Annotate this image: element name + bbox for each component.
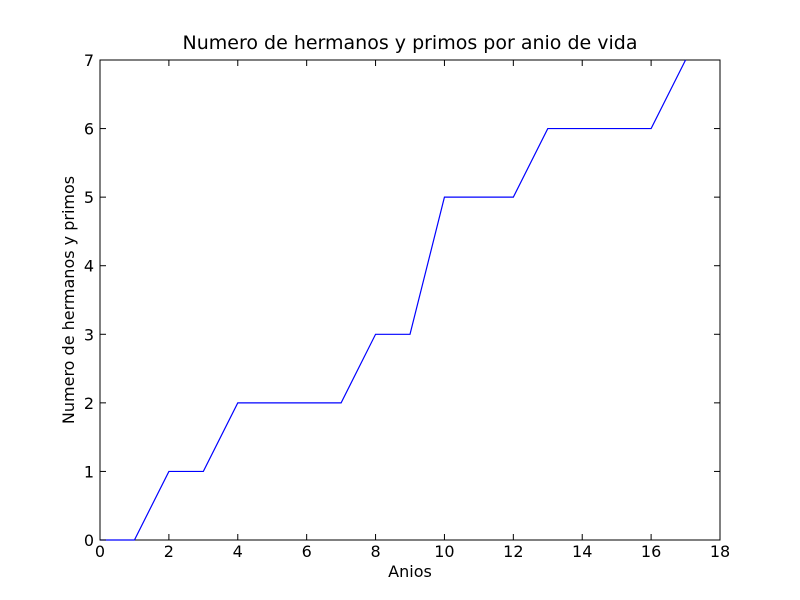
- x-tick-label: 8: [370, 542, 380, 561]
- y-tick-label: 4: [84, 257, 94, 276]
- x-tick-label: 10: [434, 542, 454, 561]
- x-tick-label: 4: [233, 542, 243, 561]
- x-tick-label: 12: [503, 542, 523, 561]
- y-tick-label: 1: [84, 462, 94, 481]
- y-tick-label: 2: [84, 394, 94, 413]
- x-tick-label: 2: [164, 542, 174, 561]
- series-line-0: [100, 59, 687, 541]
- series-layer: [100, 59, 687, 541]
- x-tick-label: 14: [572, 542, 592, 561]
- y-axis-ticks: 0 1 2 3 4 5 6 7: [84, 51, 720, 550]
- y-tick-label: 0: [84, 531, 94, 550]
- plot-frame: [99, 59, 721, 541]
- y-tick-label: 3: [84, 325, 94, 344]
- x-tick-label: 18: [710, 542, 730, 561]
- x-axis-label: Anios: [388, 562, 432, 581]
- x-tick-label: 6: [302, 542, 312, 561]
- y-tick-label: 7: [84, 51, 94, 70]
- y-tick-label: 6: [84, 120, 94, 139]
- y-tick-label: 5: [84, 188, 94, 207]
- x-axis-ticks: 0 2 4 6 8 10 12 14 16 18: [95, 60, 730, 561]
- chart-title: Numero de hermanos y primos por anio de …: [183, 32, 638, 54]
- x-tick-label: 16: [641, 542, 661, 561]
- x-tick-label: 0: [95, 542, 105, 561]
- y-axis-label: Numero de hermanos y primos: [59, 176, 78, 424]
